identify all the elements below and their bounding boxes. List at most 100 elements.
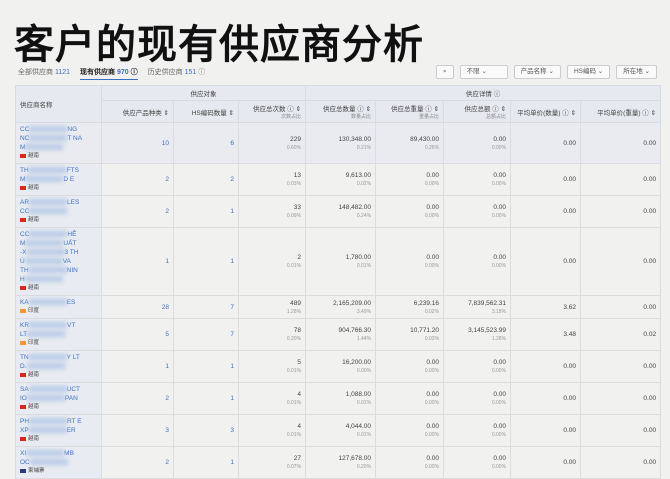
times-cell: 2 0.01% <box>237 227 307 296</box>
amount-cell: 0.00 0.00% <box>443 350 512 383</box>
amount-cell: 0.00 0.00% <box>443 122 512 164</box>
qty-cell: 2,165,209.00 3.49% <box>305 295 377 319</box>
qty-cell: 1,088.00 0.01% <box>305 382 377 415</box>
supplier-country: 越南 <box>20 435 97 444</box>
supplier-tabs: 全部供应商 1121 现有供应商 970 ⓘ 历史供应商 151 ⓘ <box>18 67 205 80</box>
table-row: CC NG NC T NA M 越南 10 6 229 0.60% 130,348.00 0.21% 8… <box>15 122 662 164</box>
search-icon[interactable]: ⌕ <box>436 65 454 79</box>
page-title: 客户的现有供应商分析 <box>14 22 424 68</box>
header-hs[interactable]: HS编码数量 ⇕ <box>173 100 239 123</box>
times-cell: 4 0.01% <box>237 414 307 447</box>
table-row: TN Y LT D. 越南 1 1 5 0.01% 16,200.00 0.00% 0.00 0.00… <box>15 350 662 383</box>
avg-weight-cell: 0.00 <box>580 195 662 228</box>
supplier-name-link[interactable]: SA UCT IO PAN 越南 <box>15 382 102 415</box>
supplier-country: 越南 <box>20 371 97 380</box>
hs-count[interactable]: 1 <box>173 227 239 296</box>
products-count[interactable]: 5 <box>101 318 174 351</box>
times-cell: 13 0.03% <box>237 163 307 196</box>
supplier-country: 印度 <box>20 339 97 348</box>
hs-count[interactable]: 7 <box>173 318 239 351</box>
supplier-country: 柬埔寨 <box>20 467 97 476</box>
hs-count[interactable]: 1 <box>173 382 239 415</box>
supplier-name-link[interactable]: TH FTS M D E 越南 <box>15 163 102 196</box>
avg-weight-cell: 0.00 <box>580 382 662 415</box>
products-count[interactable]: 10 <box>101 122 174 164</box>
filter-hs-code[interactable]: HS编码 ⌄ <box>566 65 611 79</box>
avg-qty-cell: 0.00 <box>510 227 582 296</box>
qty-cell: 9,613.00 0.02% <box>305 163 377 196</box>
qty-cell: 127,678.00 0.20% <box>305 446 377 479</box>
header-avg-weight[interactable]: 平均单价(重量) ⓘ ⇕ <box>580 100 662 123</box>
amount-cell: 0.00 0.00% <box>443 414 512 447</box>
supplier-name-link[interactable]: CC HÊ M UẤT -X 3 TH Ù VA TH NIN H 越南 <box>15 227 102 296</box>
flag-icon <box>20 185 26 190</box>
supplier-name-link[interactable]: AR LES CC 越南 <box>15 195 102 228</box>
avg-weight-cell: 0.00 <box>580 295 662 319</box>
avg-qty-cell: 0.00 <box>510 414 582 447</box>
tab-all-suppliers[interactable]: 全部供应商 1121 <box>18 69 71 76</box>
header-weight[interactable]: 供应总重量 ⓘ ⇕ 重量占比 <box>375 100 445 123</box>
supplier-country: 越南 <box>20 152 97 161</box>
hs-count[interactable]: 1 <box>173 350 239 383</box>
table-row: XI MB OC 柬埔寨 2 1 27 0.07% 127,678.00 0.20% 0.00 0.0… <box>15 446 662 479</box>
supplier-name-link[interactable]: CC NG NC T NA M 越南 <box>15 122 102 164</box>
filter-unlimited[interactable]: 不限 ⌄ <box>459 65 508 79</box>
hs-count[interactable]: 1 <box>173 446 239 479</box>
amount-cell: 0.00 0.00% <box>443 227 512 296</box>
avg-qty-cell: 0.00 <box>510 122 582 164</box>
tab-history-suppliers[interactable]: 历史供应商 151 ⓘ <box>147 69 206 76</box>
flag-icon <box>20 217 26 222</box>
supplier-name-link[interactable]: KA ES 印度 <box>15 295 102 319</box>
avg-qty-cell: 3.62 <box>510 295 582 319</box>
flag-icon <box>20 308 26 313</box>
products-count[interactable]: 2 <box>101 195 174 228</box>
supplier-name-link[interactable]: TN Y LT D. 越南 <box>15 350 102 383</box>
header-qty[interactable]: 供应总数量 ⓘ ⇕ 数量占比 <box>305 100 377 123</box>
supplier-name-link[interactable]: XI MB OC 柬埔寨 <box>15 446 102 479</box>
table-row: PH RT E XP ER 越南 3 3 4 0.01% 4,044.00 0.01% 0.00 0.0… <box>15 414 662 447</box>
flag-icon <box>20 436 26 441</box>
flag-icon <box>20 340 26 345</box>
avg-weight-cell: 0.00 <box>580 122 662 164</box>
hs-count[interactable]: 6 <box>173 122 239 164</box>
avg-weight-cell: 0.00 <box>580 350 662 383</box>
supplier-country: 印度 <box>20 307 97 316</box>
avg-qty-cell: 0.00 <box>510 382 582 415</box>
products-count[interactable]: 2 <box>101 382 174 415</box>
filter-product-name[interactable]: 产品名称 ⌄ <box>513 65 561 79</box>
amount-cell: 7,839,562.31 3.18% <box>443 295 512 319</box>
supplier-country: 越南 <box>20 216 97 225</box>
header-supply-detail: 供应详情 ⓘ <box>305 85 662 101</box>
filter-location[interactable]: 所在地 ⌄ <box>616 65 657 79</box>
amount-cell: 0.00 0.00% <box>443 446 512 479</box>
supplier-country: 越南 <box>20 284 97 293</box>
products-count[interactable]: 2 <box>101 446 174 479</box>
products-count[interactable]: 1 <box>101 227 174 296</box>
weight-cell: 0.00 0.00% <box>375 195 445 228</box>
tab-current-suppliers[interactable]: 现有供应商 970 ⓘ <box>80 67 138 80</box>
flag-icon <box>20 372 26 377</box>
times-cell: 27 0.07% <box>237 446 307 479</box>
qty-cell: 130,348.00 0.21% <box>305 122 377 164</box>
header-times[interactable]: 供应总次数 ⓘ ⇕ 次数占比 <box>237 100 307 123</box>
flag-icon <box>20 285 26 290</box>
hs-count[interactable]: 7 <box>173 295 239 319</box>
header-avg-qty[interactable]: 平均单价(数量) ⓘ ⇕ <box>510 100 582 123</box>
products-count[interactable]: 28 <box>101 295 174 319</box>
hs-count[interactable]: 1 <box>173 195 239 228</box>
weight-cell: 0.00 0.00% <box>375 414 445 447</box>
times-cell: 33 0.09% <box>237 195 307 228</box>
avg-qty-cell: 3.48 <box>510 318 582 351</box>
products-count[interactable]: 1 <box>101 350 174 383</box>
hs-count[interactable]: 2 <box>173 163 239 196</box>
header-products[interactable]: 供应产品种类 ⇕ <box>101 100 174 123</box>
supplier-name-link[interactable]: PH RT E XP ER 越南 <box>15 414 102 447</box>
supplier-name-link[interactable]: KR VT LT 印度 <box>15 318 102 351</box>
weight-cell: 6,239.16 0.02% <box>375 295 445 319</box>
times-cell: 5 0.01% <box>237 350 307 383</box>
products-count[interactable]: 3 <box>101 414 174 447</box>
amount-cell: 3,145,523.99 1.28% <box>443 318 512 351</box>
header-amount[interactable]: 供应总额 ⓘ ⇕ 总额占比 <box>443 100 512 123</box>
hs-count[interactable]: 3 <box>173 414 239 447</box>
products-count[interactable]: 2 <box>101 163 174 196</box>
